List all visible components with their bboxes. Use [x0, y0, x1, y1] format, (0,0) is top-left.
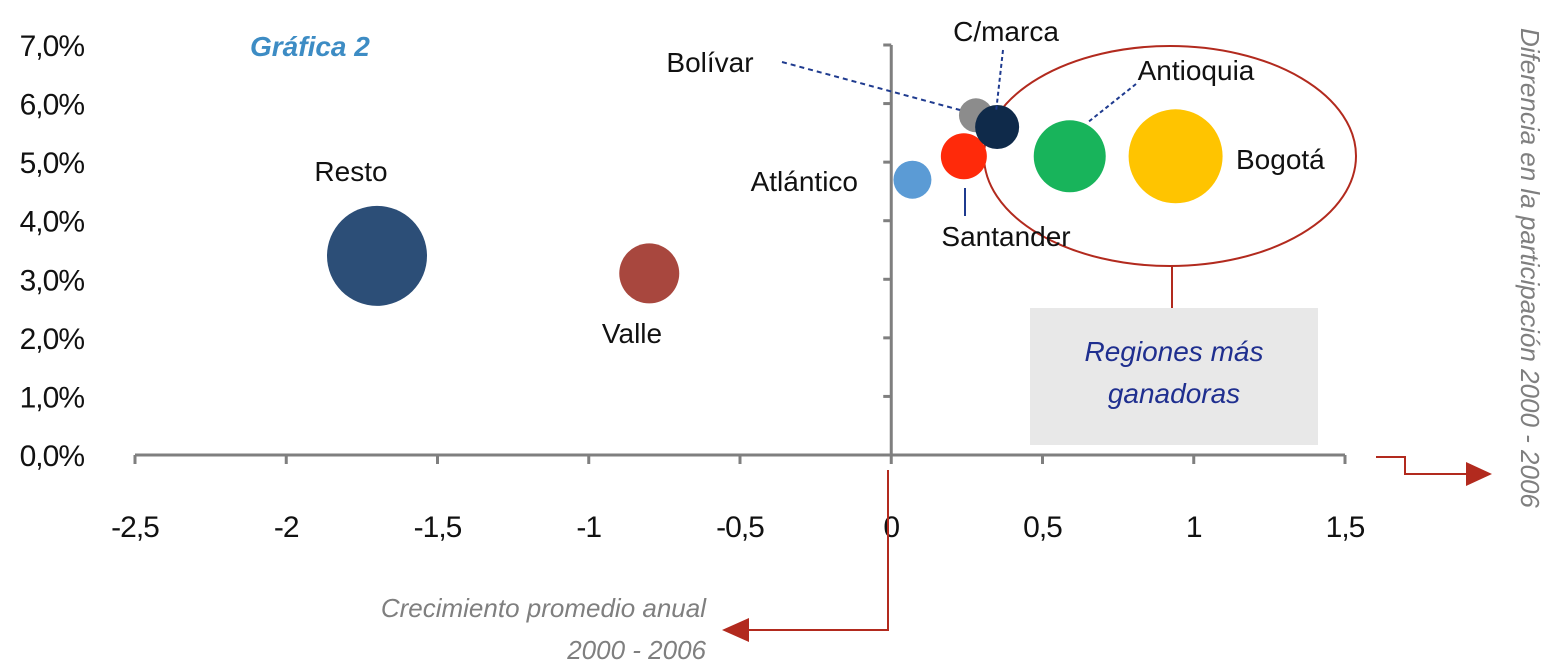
y-tick-label: 6,0%: [20, 89, 85, 122]
leader-antioquia: [1086, 83, 1137, 124]
bubble-antioquia: [1033, 120, 1106, 193]
annotation-layer: [722, 45, 1492, 642]
bubble-label-resto: Resto: [314, 156, 387, 187]
x-tick-label: 0: [883, 511, 899, 544]
x-axis-arrow-head: [722, 618, 749, 642]
y-axis-arrow-head: [1466, 462, 1492, 486]
bubble-label-valle: Valle: [602, 318, 662, 349]
leader-c-marca: [995, 49, 1004, 113]
x-axis-arrow-line: [745, 470, 889, 631]
bubble-resto: [327, 205, 427, 306]
x-axis-title-line-1: Crecimiento promedio anual: [381, 593, 707, 623]
y-tick-label: 5,0%: [20, 147, 85, 180]
x-tick-label: -2,5: [111, 511, 159, 544]
bubble-valle: [619, 243, 680, 304]
x-tick-label: 1: [1186, 511, 1202, 544]
x-tick-label: 1,5: [1326, 511, 1365, 544]
y-axis-arrow-line: [1376, 456, 1470, 475]
bubble-label-antioquia: Antioquia: [1138, 55, 1255, 86]
bubble-label-bolivar: Bolívar: [666, 47, 753, 78]
bubble-label-c-marca: C/marca: [953, 16, 1059, 47]
x-tick-label: -2: [274, 511, 299, 544]
y-tick-label: 2,0%: [20, 323, 85, 356]
bubble-label-santander: Santander: [941, 221, 1070, 252]
label-layer: Resto Valle Atlántico Santander Bolívar C/mar…: [314, 16, 1325, 349]
y-tick-label: 4,0%: [20, 206, 85, 239]
x-tick-label: -0,5: [716, 511, 764, 544]
bubble-label-bogota: Bogotá: [1236, 144, 1325, 175]
x-tick-label: 0,5: [1023, 511, 1062, 544]
y-tick-label: 3,0%: [20, 264, 85, 297]
annotation-box: [1030, 308, 1318, 445]
y-axis-title: Diferencia en la participación 2000 - 20…: [1515, 28, 1545, 508]
bubble-santander: [940, 133, 987, 180]
y-tick-label: 0,0%: [20, 440, 85, 473]
bubble-layer: [327, 98, 1223, 306]
annotation-box-line-2: ganadoras: [1108, 378, 1240, 409]
leader-bolivar: [781, 61, 961, 111]
x-axis-title-line-2: 2000 - 2006: [566, 635, 706, 664]
bubble-atlantico: [893, 160, 932, 199]
x-tick-label: -1,5: [414, 511, 462, 544]
chart-title: Gráfica 2: [250, 31, 370, 62]
y-tick-label: 7,0%: [20, 30, 85, 63]
bubble-c-marca: [975, 105, 1020, 149]
bubble-bogota: [1128, 109, 1223, 204]
y-tick-label: 1,0%: [20, 381, 85, 414]
annotation-box-line-1: Regiones más: [1085, 336, 1264, 367]
axes: -2,5 -2 -1,5 -1 -0,5 0 0,5 1 1,5 0,0% 1,0% 2,0% 3,0%…: [20, 30, 1366, 544]
bubble-label-atlantico: Atlántico: [751, 166, 858, 197]
x-tick-label: -1: [576, 511, 601, 544]
